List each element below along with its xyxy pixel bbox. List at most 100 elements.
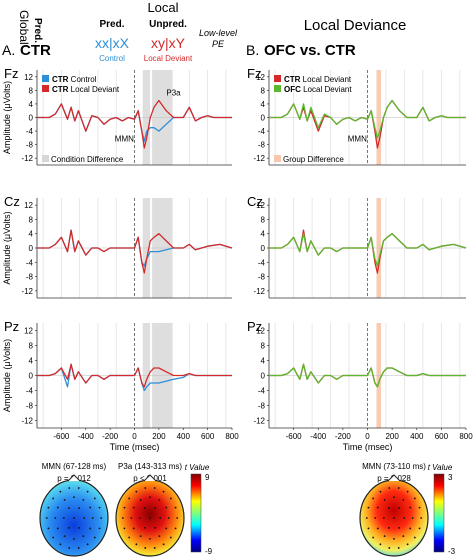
series-line-ctr-local-deviant — [37, 363, 232, 388]
electrode-dot — [73, 517, 75, 519]
electrode-dot — [93, 497, 96, 500]
pred-sequence: xx|xX — [95, 35, 130, 51]
y-tick-label: 0 — [29, 114, 34, 123]
electrode-dot — [52, 497, 55, 500]
x-tick-label: 400 — [177, 432, 191, 441]
electrode-dot — [52, 536, 55, 539]
local-header: Local — [147, 0, 178, 15]
electrode-dot — [139, 499, 142, 501]
electrode-dot — [365, 517, 368, 519]
y-tick-label: 4 — [261, 100, 266, 109]
electrode-dot — [154, 526, 157, 529]
electrode-dot — [382, 517, 385, 519]
series-line-ctr-local-deviant — [37, 229, 233, 274]
y-tick-label: 12 — [24, 201, 33, 210]
lowlevel-pe-line2: PE — [212, 39, 225, 49]
electrode-dot — [383, 499, 386, 501]
chart-a-fz: 12 8 4 0 -4 -8 -12 Amplitude (μVolts)Fz CTR Cont… — [2, 66, 232, 166]
right-title: Local Deviance — [304, 17, 407, 34]
electrode-dot — [123, 506, 126, 509]
legend-entry: CTR Local Deviant — [284, 75, 352, 84]
electrode-dot — [56, 506, 59, 509]
electrode-dot — [121, 517, 124, 519]
electrode-label: Fz — [4, 66, 18, 81]
control-caption: Control — [99, 54, 125, 63]
electrode-dot — [174, 506, 177, 509]
electrode-dot — [68, 507, 70, 510]
y-tick-label: -12 — [21, 417, 33, 426]
legend-entry: CTR Local Deviant — [52, 85, 120, 94]
electrode-dot — [418, 506, 421, 509]
y-tick-label: -4 — [26, 387, 34, 396]
y-tick-label: -4 — [26, 258, 34, 267]
topomap-a-p3a — [115, 474, 185, 557]
electrode-dot — [413, 536, 416, 539]
panel-b-title: OFC vs. CTR — [264, 42, 356, 59]
y-tick-label: -8 — [26, 273, 34, 282]
shade-legend-label: Group Difference — [283, 155, 344, 164]
electrode-dot — [82, 535, 85, 537]
global-header: Global — [17, 10, 31, 45]
y-tick-label: -12 — [21, 154, 33, 163]
x-tick-label: -600 — [53, 432, 70, 441]
electrode-dot — [162, 543, 165, 546]
electrode-dot — [398, 526, 400, 529]
electrode-dot — [397, 547, 400, 549]
electrode-dot — [89, 506, 92, 509]
y-tick-label: -4 — [258, 258, 266, 267]
electrode-dot — [393, 517, 395, 519]
lowlevel-pe-line1: Low-level — [199, 28, 238, 38]
electrode-dot — [402, 535, 405, 537]
electrode-dot — [73, 538, 75, 540]
chart-b-cz: 12 8 4 0 -4 -8 -12 Cz — [247, 194, 467, 299]
electrode-dot — [176, 517, 179, 519]
electrode-dot — [98, 527, 101, 530]
electrode-dot — [167, 517, 170, 519]
electrode-dot — [77, 547, 80, 549]
unpred-column-header: Unpred. — [149, 19, 187, 30]
y-tick-label: 12 — [24, 327, 33, 336]
electrode-dot — [165, 506, 168, 509]
electrode-dot — [63, 535, 66, 537]
x-tick-label: 0 — [365, 432, 370, 441]
shade-legend-swatch — [42, 155, 49, 162]
y-tick-label: 4 — [29, 100, 34, 109]
x-tick-label: -200 — [335, 432, 352, 441]
electrode-label: Pz — [4, 319, 19, 334]
electrode-dot — [388, 487, 391, 489]
x-tick-label: 800 — [459, 432, 473, 441]
colorbar-b-max: 3 — [448, 473, 453, 482]
x-tick-label: -200 — [102, 432, 119, 441]
electrode-dot — [56, 527, 59, 530]
electrode-dot — [144, 487, 147, 489]
x-tick-label: -400 — [78, 432, 95, 441]
x-tick-label: 800 — [225, 432, 239, 441]
electrode-dot — [59, 543, 62, 546]
electrode-dot — [98, 506, 101, 509]
electrode-dot — [153, 487, 156, 489]
y-tick-label: 4 — [29, 230, 34, 239]
electrode-dot — [158, 499, 161, 501]
y-tick-label: 8 — [29, 215, 34, 224]
y-tick-label: -4 — [26, 127, 34, 136]
electrode-dot — [158, 535, 161, 537]
electrode-dot — [63, 499, 66, 501]
series-line-ofc-local-deviant — [269, 99, 466, 139]
electrode-dot — [144, 547, 147, 549]
electrode-dot — [411, 517, 414, 519]
series-line-ctr-local-deviant — [37, 99, 232, 149]
electrode-dot — [100, 517, 103, 519]
electrode-dot — [409, 506, 412, 509]
y-tick-label: 0 — [261, 114, 266, 123]
y-tick-label: 8 — [261, 86, 266, 95]
shade-legend-swatch — [274, 155, 281, 162]
electrode-dot — [83, 517, 86, 519]
x-axis-label: Time (msec) — [343, 442, 393, 452]
electrode-dot — [398, 507, 400, 510]
electrode-dot — [403, 517, 406, 519]
y-tick-label: -8 — [258, 141, 266, 150]
pred-column-header: Pred. — [99, 19, 124, 30]
y-tick-label: 8 — [29, 342, 34, 351]
electrode-dot — [78, 526, 80, 529]
electrode-label: Pz — [247, 319, 262, 334]
